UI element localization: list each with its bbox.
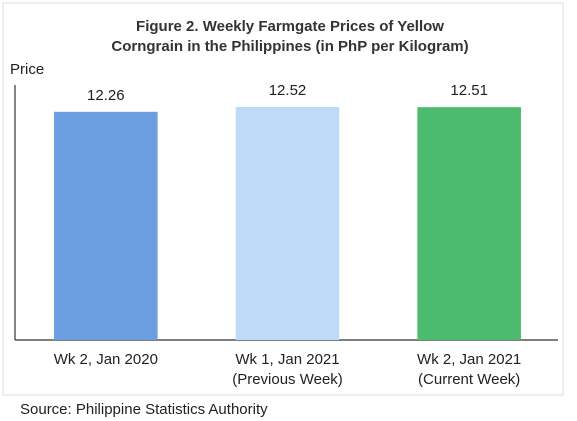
- x-tick-label: Wk 2, Jan 2020: [54, 351, 158, 368]
- y-axis-label: Price: [10, 61, 44, 78]
- x-tick-label: Wk 1, Jan 2021: [235, 351, 339, 368]
- bar: [417, 107, 521, 341]
- chart-title: Corngrain in the Philippines (in PhP per…: [111, 38, 468, 55]
- bar: [54, 111, 158, 340]
- source-note: Source: Philippine Statistics Authority: [20, 401, 268, 418]
- value-label: 12.52: [269, 82, 307, 99]
- value-label: 12.51: [450, 82, 488, 99]
- bar: [235, 106, 340, 340]
- chart-frame: [2, 2, 564, 396]
- value-label: 12.26: [87, 87, 125, 104]
- x-tick-label: Wk 2, Jan 2021: [417, 351, 521, 368]
- x-tick-label: (Previous Week): [232, 371, 343, 388]
- chart-title: Figure 2. Weekly Farmgate Prices of Yell…: [136, 18, 444, 35]
- x-tick-label: (Current Week): [418, 371, 520, 388]
